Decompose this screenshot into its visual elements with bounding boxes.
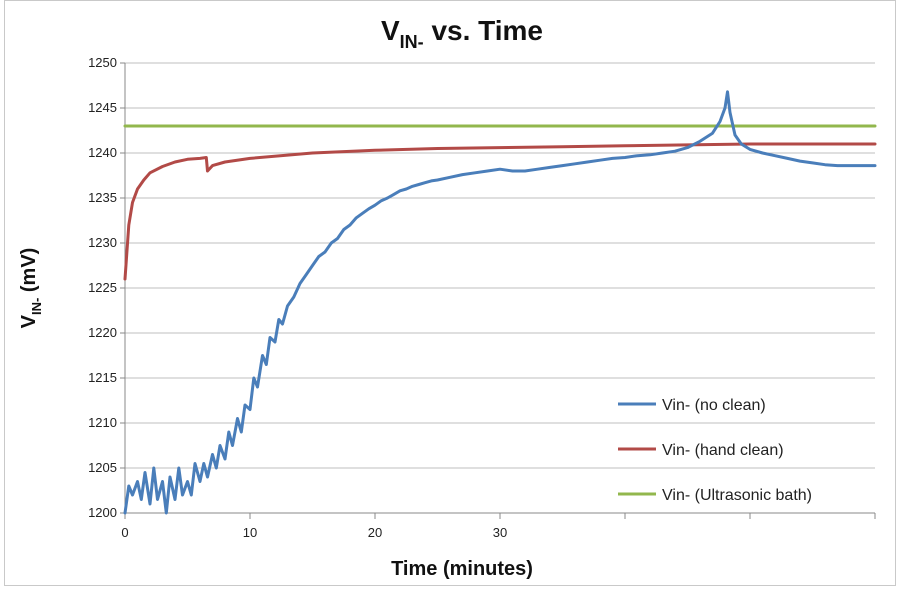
legend-label-1: Vin- (hand clean) [662,442,784,459]
x-tick-label: 0 [121,525,128,540]
y-tick-label: 1210 [88,415,117,430]
legend-label-0: Vin- (no clean) [662,397,766,414]
y-tick-label: 1215 [88,370,117,385]
y-axis-title: VIN- (mV) [18,248,44,329]
chart-title-suffix: vs. Time [424,15,543,46]
chart-title-subscript: IN- [400,32,424,52]
series-line-1 [123,142,877,281]
y-tick-label: 1200 [88,505,117,520]
y-tick-group: 1200 1205 1210 1215 1220 1225 1230 1235 1240 1245… [88,55,125,520]
x-tick-label: 10 [243,525,257,540]
y-tick-label: 1240 [88,145,117,160]
x-tick-group: 0 10 20 30 [121,513,876,540]
y-tick-label: 1220 [88,325,117,340]
y-tick-label: 1225 [88,280,117,295]
y-tick-label: 1250 [88,55,117,70]
legend: Vin- (no clean) Vin- (hand clean) Vin- (Ul… [618,397,812,504]
y-tick-label: 1205 [88,460,117,475]
series-line-0 [123,90,877,515]
legend-label-2: Vin- (Ultrasonic bath) [662,487,812,504]
y-axis-title-suffix: (mV) [18,248,40,298]
y-tick-label: 1245 [88,100,117,115]
chart-title-prefix: V [381,15,400,46]
x-tick-label: 20 [368,525,382,540]
series-layer [123,90,877,515]
y-tick-label: 1235 [88,190,117,205]
y-axis-title-prefix: V [18,314,40,328]
chart-title: VIN- vs. Time [381,15,543,52]
x-tick-label: 30 [493,525,507,540]
y-axis-title-subscript: IN- [29,298,44,315]
y-tick-label: 1230 [88,235,117,250]
x-axis-title: Time (minutes) [391,558,533,580]
